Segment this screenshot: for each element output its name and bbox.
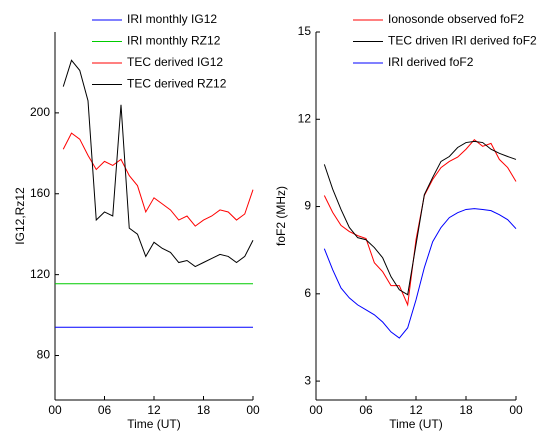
x-axis-label: Time (UT) xyxy=(389,417,443,431)
y-axis-label: foF2 (MHz) xyxy=(274,186,288,246)
x-axis-label: Time (UT) xyxy=(127,417,181,431)
legend-label: TEC driven IRI derived foF2 xyxy=(388,34,537,48)
y-tick-label: 200 xyxy=(30,105,50,119)
y-tick-label: 9 xyxy=(304,199,311,213)
legend-label: IRI monthly IG12 xyxy=(127,12,217,26)
series-line xyxy=(62,132,254,227)
y-tick-label: 80 xyxy=(37,348,51,362)
series-line xyxy=(323,208,517,339)
y-tick-label: 12 xyxy=(298,111,312,125)
y-tick-label: 160 xyxy=(30,186,50,200)
x-tick-label: 00 xyxy=(309,403,323,417)
x-tick-label: 12 xyxy=(147,403,161,417)
x-tick-label: 00 xyxy=(246,403,260,417)
legend-label: IRI derived foF2 xyxy=(388,55,474,69)
y-tick-label: 120 xyxy=(30,267,50,281)
x-tick-label: 18 xyxy=(197,403,211,417)
x-tick-label: 06 xyxy=(359,403,373,417)
y-tick-label: 3 xyxy=(304,373,311,387)
series-line xyxy=(323,140,517,296)
y-tick-label: 15 xyxy=(298,24,312,38)
x-tick-label: 06 xyxy=(98,403,112,417)
series-line xyxy=(62,59,254,268)
y-tick-label: 6 xyxy=(304,286,311,300)
legend-label: Ionosonde observed foF2 xyxy=(388,12,524,26)
legend-label: TEC derived RZ12 xyxy=(127,77,227,91)
legend-label: IRI monthly RZ12 xyxy=(127,34,221,48)
x-tick-label: 00 xyxy=(509,403,523,417)
y-axis-label: IG12,Rz12 xyxy=(13,187,27,245)
x-tick-label: 00 xyxy=(48,403,62,417)
x-tick-label: 12 xyxy=(409,403,423,417)
x-tick-label: 18 xyxy=(459,403,473,417)
legend-label: TEC derived IG12 xyxy=(127,55,223,69)
